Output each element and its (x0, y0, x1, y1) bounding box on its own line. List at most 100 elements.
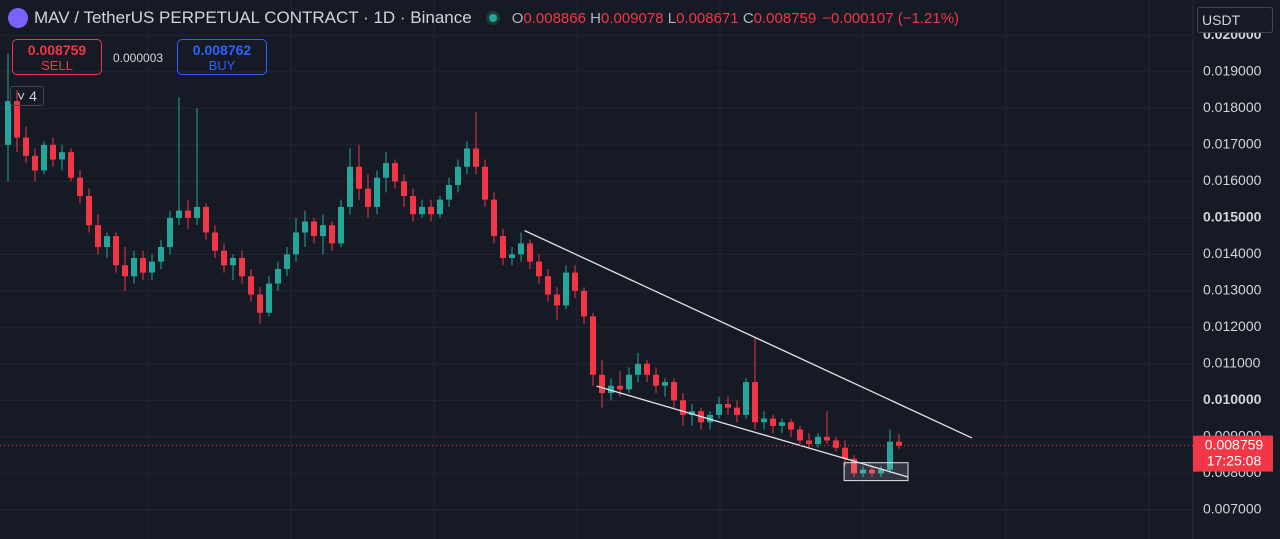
candle-body (545, 276, 551, 295)
last-price-tag (1193, 435, 1273, 472)
candle-body (68, 152, 74, 178)
header: MAV / TetherUS PERPETUAL CONTRACT · 1D ·… (8, 8, 959, 28)
candle-body (743, 382, 749, 415)
indicators-toggle[interactable]: ˅ 4 (10, 86, 44, 106)
y-tick-label: 0.018000 (1203, 99, 1262, 115)
candle-body (347, 166, 353, 207)
legend-value: 0.008671 (676, 9, 739, 27)
candle-body (509, 254, 515, 259)
candle-body (167, 217, 173, 248)
candle-body (149, 261, 155, 273)
legend-key: O (511, 9, 524, 27)
candle-body (77, 177, 83, 196)
trend-line (596, 385, 909, 478)
candle-body (527, 243, 533, 262)
legend-value: 0.008759 (753, 9, 817, 27)
candle-body (725, 403, 731, 408)
candle-body (275, 268, 281, 284)
legend-value: 0.009078 (600, 9, 664, 27)
candle-body (500, 236, 506, 259)
y-tick-label: 0.013000 (1203, 282, 1262, 298)
candle-body (896, 441, 902, 446)
candle-body (644, 363, 650, 375)
last-price-label: 0.008759 (1205, 436, 1264, 452)
candle-body (320, 225, 326, 237)
candle-body (122, 265, 128, 277)
candle-body (887, 441, 893, 470)
y-tick-label: 0.016000 (1203, 172, 1262, 188)
legend-value: 0.008866 (523, 9, 586, 27)
currency-select[interactable]: USDT (1197, 7, 1273, 33)
candle-body (581, 290, 587, 317)
candle-body (446, 185, 452, 200)
candle-body (194, 206, 200, 218)
candle-body (491, 199, 497, 237)
candle-body (401, 181, 407, 196)
candle-body (626, 374, 632, 390)
candle-body (482, 166, 488, 200)
sell-label: SELL (41, 58, 73, 73)
candle-body (212, 232, 218, 251)
candle-body (203, 206, 209, 233)
buy-button[interactable]: 0.008762 BUY (177, 39, 267, 75)
candle-body (671, 382, 677, 401)
candle-body (437, 199, 443, 215)
change: −0.000107 (−1.21%) (822, 9, 960, 27)
candle-body (23, 137, 29, 156)
y-tick-label: 0.015000 (1203, 209, 1262, 225)
candle-body (140, 258, 146, 273)
candle-body (95, 225, 101, 248)
trend-line (524, 230, 973, 439)
range-box (843, 462, 909, 482)
candle-body (563, 272, 569, 306)
market-status (485, 11, 500, 25)
candle-body (221, 250, 227, 266)
y-tick-label: 0.011000 (1203, 355, 1261, 371)
candle-body (554, 294, 560, 306)
candle-body (770, 418, 776, 426)
candle-body (473, 148, 479, 167)
y-tick-label: 0.017000 (1203, 136, 1262, 152)
candle-body (824, 436, 830, 441)
candle-body (383, 163, 389, 178)
candle-body (284, 254, 290, 269)
candle-body (338, 206, 344, 244)
candle-body (50, 144, 56, 160)
candle-body (248, 276, 254, 295)
spread: 0.000003 (113, 51, 164, 65)
candle-body (806, 440, 812, 445)
candle-body (158, 247, 164, 262)
legend-key: L (667, 9, 677, 27)
candle-body (41, 144, 47, 171)
candle-body (851, 458, 857, 474)
candle-body (833, 440, 839, 448)
symbol-logo (8, 8, 28, 28)
buy-price: 0.008762 (192, 42, 252, 58)
candle-body (653, 374, 659, 386)
candle-body (617, 385, 623, 390)
candle-body (797, 429, 803, 441)
candle-body (680, 400, 686, 415)
candle-body (239, 258, 245, 277)
candle-body (689, 411, 695, 415)
candle-body (842, 447, 848, 459)
candle-body (590, 316, 596, 375)
candle-body (266, 283, 272, 313)
candle-body (329, 225, 335, 244)
candle-body (392, 163, 398, 182)
candle-body (752, 382, 758, 423)
candle-body (428, 206, 434, 215)
y-tick-label: 0.007000 (1203, 501, 1262, 517)
candle-body (311, 221, 317, 237)
candle-body (716, 403, 722, 415)
sell-button[interactable]: 0.008759 SELL (12, 39, 102, 75)
candle-body (356, 166, 362, 189)
candle-body (419, 206, 425, 215)
candle-body (185, 210, 191, 218)
candle-body (113, 236, 119, 266)
chart-title: MAV / TetherUS PERPETUAL CONTRACT · 1D ·… (34, 8, 472, 27)
candle-body (761, 418, 767, 423)
legend-key: H (590, 9, 601, 27)
candle-body (365, 188, 371, 207)
